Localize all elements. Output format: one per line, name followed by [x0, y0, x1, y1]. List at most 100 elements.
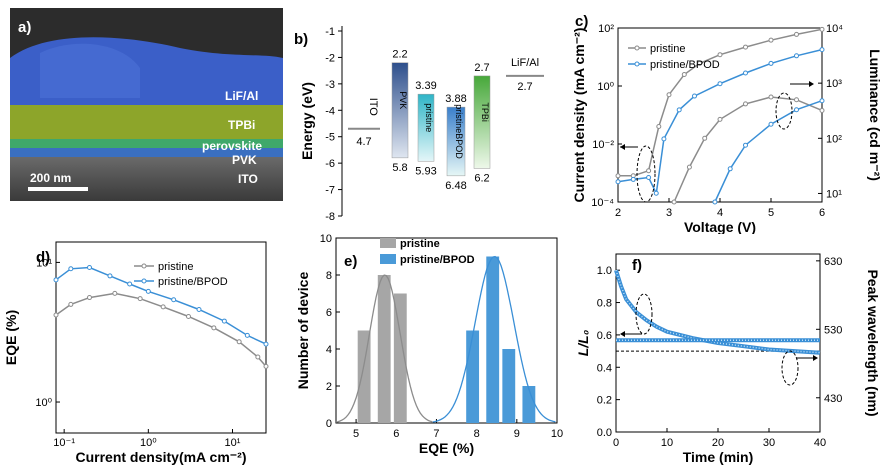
c-series-0-point [646, 168, 652, 174]
tpbi-layer [10, 105, 283, 139]
y-tick-label: 8 [326, 270, 332, 282]
d-series-0-point [211, 325, 217, 331]
pristinebpod-band [446, 106, 466, 177]
legend-marker [634, 61, 640, 67]
y-tick-label: 0.6 [597, 330, 612, 342]
arrow-head [620, 331, 625, 337]
c-series-0-point [743, 44, 748, 50]
e-bar-0 [377, 275, 391, 423]
d-series-0-point [112, 290, 118, 296]
c-series-1-point [615, 179, 621, 185]
band-name: pristine [424, 103, 434, 132]
c-series-0-point [666, 92, 672, 98]
panel-a-label: a) [18, 19, 31, 36]
y-tick-label: 0.2 [597, 395, 612, 407]
d-series-1-point [244, 332, 250, 338]
x-tick-label: 4 [717, 207, 723, 219]
legend-label: pristine/BPOD [400, 254, 475, 266]
y2-axis-label: Luminance (cd m⁻²) [867, 49, 883, 181]
x-tick-label: 10¹ [225, 437, 241, 449]
panel-c: 2 3 4 5 6 10⁻⁴ 10⁻² 10⁰ 10² 10¹ 10² 10³ 10⁴ Voltage (… [571, 13, 883, 234]
c-series-3-point [712, 199, 718, 205]
layer-label: PVK [232, 153, 257, 167]
arrow-head [809, 81, 814, 87]
panel-b: b) -1 -2 -3 -4 -5 -6 -7 -8 Energy (eV) ITO 4.7 2.2 5.… [294, 26, 544, 223]
c-series-0-point [794, 31, 799, 37]
c-series-3-point [819, 98, 825, 104]
c-series-2-point [768, 94, 774, 100]
c-series-1-point [768, 60, 774, 66]
y-tick-label: 0.4 [597, 362, 612, 374]
c-series-2-point [794, 97, 799, 103]
band-bottom-value: 5.93 [415, 165, 436, 177]
x-axis-label: EQE (%) [419, 440, 474, 456]
plot-frame [55, 241, 267, 434]
lif-al-value: 2.7 [517, 81, 532, 93]
panel-f: 0 10 20 30 40 0.0 0.2 0.4 0.6 0.8 1.0 430 530 630 Time… [575, 253, 881, 465]
panel-c-label: c) [575, 13, 588, 30]
band-bottom-value: 5.8 [392, 162, 407, 174]
band-bottom-value: 6.2 [474, 172, 489, 184]
arrow-head [620, 144, 625, 150]
x-axis-label: Time (min) [683, 449, 754, 465]
band-top-value: 2.2 [392, 49, 407, 61]
c-series-2-line [673, 96, 823, 203]
d-series-0-point [263, 363, 269, 369]
scalebar [28, 187, 88, 191]
y-tick-label: -7 [325, 185, 335, 197]
panel-e: 5 6 7 8 9 10 0 2 4 6 8 10 EQE (%) Number of device e) p… [295, 233, 563, 456]
e-bar-0 [393, 293, 407, 423]
x-tick-label: 6 [393, 428, 399, 440]
c-series-1-point [676, 107, 682, 113]
c-series-2-point [686, 164, 692, 170]
legend-label: pristine/BPOD [158, 276, 228, 288]
ito-value: 4.7 [356, 136, 371, 148]
c-series-0-point [681, 71, 687, 77]
y-tick-label: 10¹ [36, 257, 52, 269]
y-tick-label: -3 [325, 79, 335, 91]
c-series-3-point [768, 121, 774, 127]
legend-label: pristine [400, 238, 440, 250]
tpbi-band [473, 75, 491, 169]
scalebar-label: 200 nm [30, 171, 71, 185]
y-tick-label: 10 [320, 233, 332, 245]
x-axis-label: Current density(mA cm⁻²) [75, 449, 246, 465]
d-series-0-point [53, 312, 59, 318]
c-series-1-point [630, 176, 636, 182]
band-top-value: 3.88 [445, 93, 466, 105]
x-tick-label: 10⁻¹ [53, 437, 75, 449]
d-series-0-point [68, 301, 74, 307]
pvk-band [391, 62, 409, 159]
band-name: PVK [398, 91, 408, 109]
d-series-0-point [236, 339, 242, 345]
y-axis-label: L/L₀ [575, 329, 591, 356]
c-series-1-point [661, 136, 667, 142]
layer-label: perovskite [202, 139, 262, 153]
c-series-1-point [743, 70, 748, 76]
y-axis-label: EQE (%) [3, 310, 19, 365]
legend-label: pristine/BPOD [650, 59, 720, 71]
x-tick-label: 40 [814, 437, 826, 449]
y-tick-label: -5 [325, 132, 335, 144]
y-tick-label: 4 [326, 344, 332, 356]
d-series-1-point [107, 273, 113, 279]
e-bar-0 [357, 330, 371, 423]
d-series-1-point [196, 306, 202, 312]
x-tick-label: 10 [551, 428, 563, 440]
d-series-0-point [185, 313, 191, 319]
d-series-1-point [86, 264, 92, 270]
e-fit-curve-0 [335, 274, 433, 423]
y-tick-label: 0 [326, 418, 332, 430]
d-series-0-point [255, 354, 261, 360]
legend-label: pristine [650, 43, 685, 55]
x-tick-label: 20 [712, 437, 724, 449]
y-tick-label: 10² [598, 23, 614, 35]
panel-d-label: d) [36, 249, 50, 266]
c-series-2-point [819, 107, 825, 113]
y-tick-label: -8 [325, 211, 335, 223]
y-tick-label: 1.0 [597, 265, 612, 277]
c-series-0-line [618, 28, 823, 177]
y-tick-label: 10⁻⁴ [591, 197, 614, 209]
layer-label: LiF/Al [225, 89, 258, 103]
panel-b-label: b) [294, 31, 308, 48]
